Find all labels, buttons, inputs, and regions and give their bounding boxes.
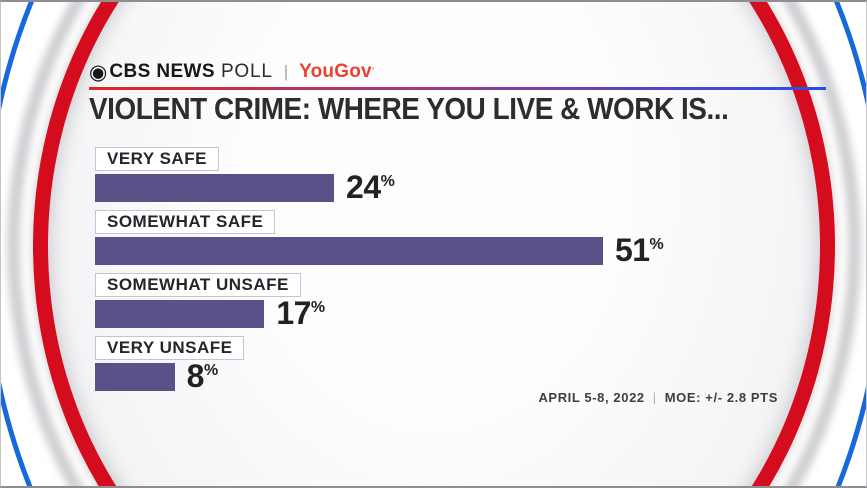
yougov-trademark-tick: ’ <box>371 66 375 78</box>
yougov-wordmark: YouGov <box>299 61 372 82</box>
category-label-box: VERY UNSAFE <box>95 335 245 360</box>
category-label: VERY SAFE <box>107 148 207 168</box>
category-label-box: SOMEWHAT SAFE <box>95 209 276 234</box>
category-label-box: SOMEWHAT UNSAFE <box>95 272 301 297</box>
bar-row-somewhat-unsafe: SOMEWHAT UNSAFE 17% <box>95 272 826 331</box>
footnote-separator: | <box>652 390 657 405</box>
bar-somewhat-unsafe <box>95 299 265 328</box>
brand-separator: | <box>283 62 289 81</box>
chart-title: VIOLENT CRIME: WHERE YOU LIVE & WORK IS.… <box>89 91 729 126</box>
cbs-news-wordmark: CBS NEWS <box>109 61 215 82</box>
footnote: APRIL 5-8, 2022 | MOE: +/- 2.8 PTS <box>538 390 778 405</box>
gradient-divider-line <box>89 87 826 90</box>
cbs-eye-icon: ◉ <box>89 60 108 84</box>
value-label: 24% <box>346 168 395 205</box>
margin-of-error: MOE: +/- 2.8 PTS <box>664 390 778 405</box>
value-label: 51% <box>614 231 664 268</box>
category-label: VERY UNSAFE <box>107 337 233 357</box>
value-label: 17% <box>276 294 326 331</box>
bar-very-safe <box>95 173 335 202</box>
brand-bar: ◉ CBS NEWS POLL | YouGov ’ <box>89 61 826 83</box>
bar-row-very-safe: VERY SAFE 24% <box>95 146 826 205</box>
bar-row-somewhat-safe: SOMEWHAT SAFE 51% <box>95 209 826 268</box>
value-label: 8% <box>186 357 219 394</box>
bar-somewhat-safe <box>95 236 603 265</box>
bar-very-unsafe <box>95 362 175 391</box>
poll-date: APRIL 5-8, 2022 <box>538 390 645 405</box>
bar-chart: VERY SAFE 24% SOMEWHAT SAFE 51% SOME <box>89 146 826 394</box>
category-label: SOMEWHAT UNSAFE <box>107 274 289 294</box>
chart-content: ◉ CBS NEWS POLL | YouGov ’ VIOLENT CRIME… <box>89 2 826 486</box>
poll-label: POLL <box>220 61 273 82</box>
category-label-box: VERY SAFE <box>95 146 219 171</box>
bar-row-very-unsafe: VERY UNSAFE 8% <box>95 335 826 394</box>
category-label: SOMEWHAT SAFE <box>107 211 264 231</box>
